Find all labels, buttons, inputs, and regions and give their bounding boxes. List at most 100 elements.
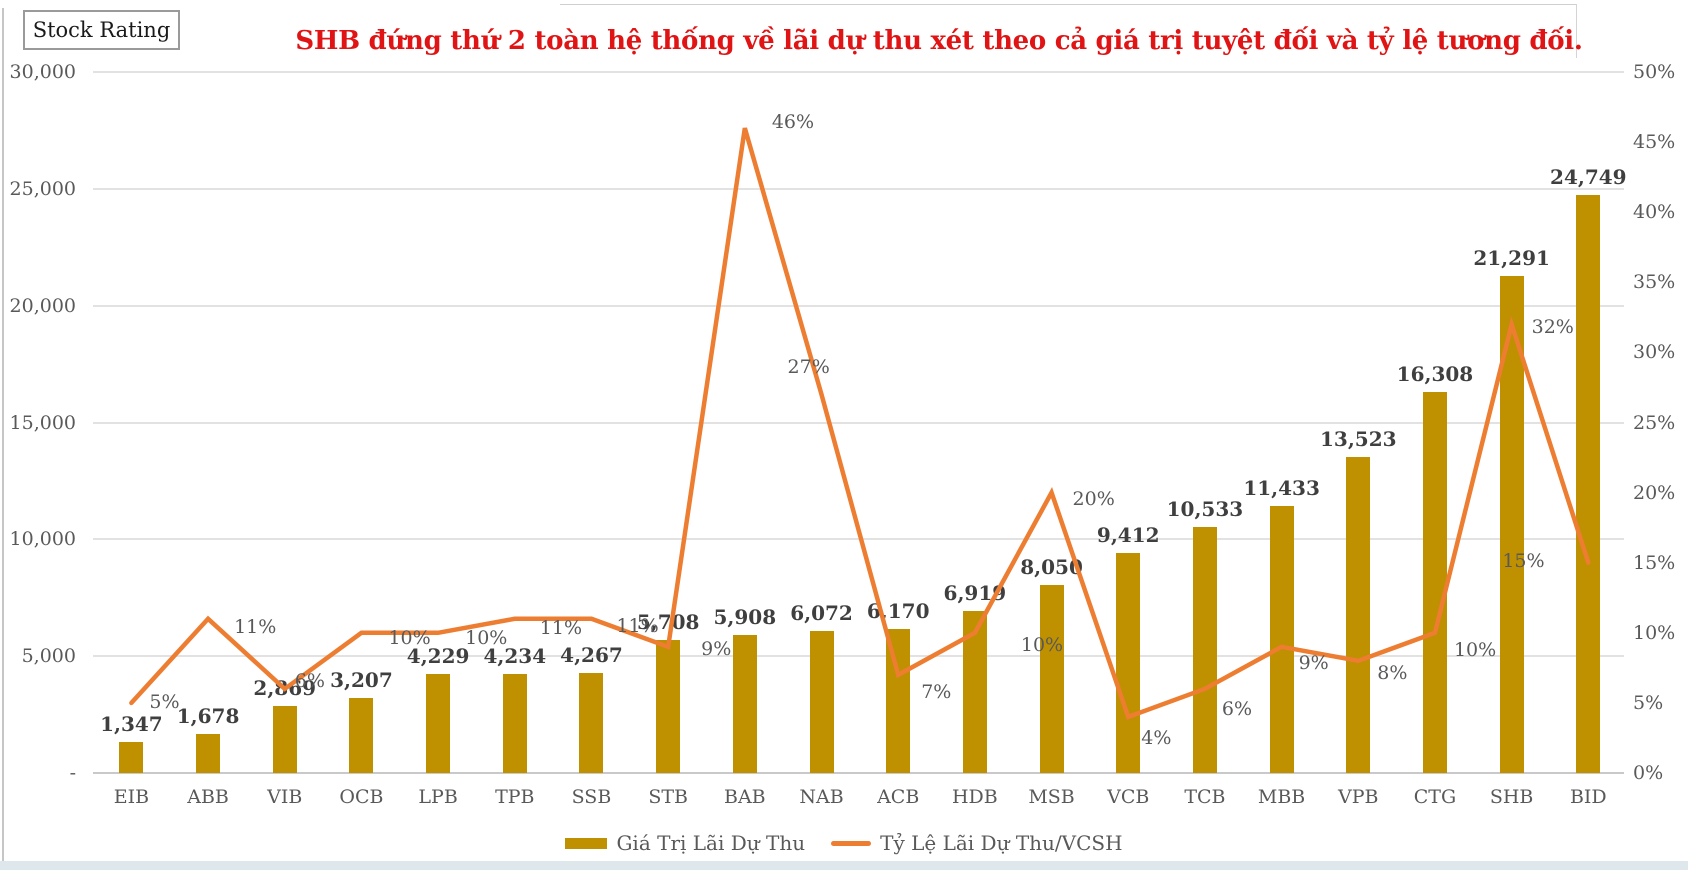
bar-BAB bbox=[732, 634, 757, 773]
bar-value-label: 11,433 bbox=[1243, 475, 1320, 500]
line-value-label: 11% bbox=[234, 615, 277, 638]
right-axis-tick: 40% bbox=[1633, 201, 1676, 224]
line-value-label: 27% bbox=[787, 356, 830, 379]
right-axis-tick: 5% bbox=[1633, 691, 1664, 714]
right-axis-tick: 45% bbox=[1633, 131, 1676, 154]
bar-value-label: 9,412 bbox=[1096, 523, 1160, 548]
bar-EIB bbox=[119, 741, 144, 773]
category-label-VPB: VPB bbox=[1338, 786, 1379, 808]
category-label-TPB: TPB bbox=[495, 786, 535, 808]
bar-VIB bbox=[272, 705, 297, 773]
bar-NAB bbox=[809, 631, 834, 773]
category-label-LPB: LPB bbox=[418, 786, 458, 808]
stock-rating-label: Stock Rating bbox=[32, 18, 171, 42]
gridline bbox=[93, 421, 1624, 424]
left-axis-tick: 5,000 bbox=[21, 645, 76, 668]
gridline bbox=[93, 538, 1624, 541]
category-label-OCB: OCB bbox=[339, 786, 384, 808]
right-axis-tick: 15% bbox=[1633, 551, 1676, 574]
line-value-label: 9% bbox=[1298, 651, 1329, 674]
category-label-CTG: CTG bbox=[1413, 786, 1457, 808]
bar-value-label: 1,678 bbox=[176, 703, 240, 728]
top-border-line bbox=[560, 4, 1576, 5]
bar-VPB bbox=[1346, 457, 1371, 773]
line-series-label: Tỷ Lệ Lãi Dự Thu/VCSH bbox=[880, 831, 1123, 855]
category-label-BAB: BAB bbox=[724, 786, 766, 808]
bar-ABB bbox=[196, 733, 221, 773]
line-value-label: 11% bbox=[539, 616, 583, 639]
category-label-ABB: ABB bbox=[187, 786, 229, 808]
bar-STB bbox=[656, 639, 681, 773]
bar-CTG bbox=[1422, 391, 1447, 773]
bar-value-label: 16,308 bbox=[1396, 361, 1474, 386]
bar-VCB bbox=[1116, 553, 1141, 773]
line-value-label: 20% bbox=[1072, 487, 1115, 510]
gridline bbox=[93, 71, 1624, 73]
left-axis-tick: 10,000 bbox=[9, 528, 76, 551]
line-value-label: 5% bbox=[149, 690, 180, 713]
category-label-VCB: VCB bbox=[1107, 786, 1150, 808]
line-value-label: 4% bbox=[1141, 726, 1172, 749]
gridline bbox=[93, 655, 1624, 658]
bar-value-label: 4,267 bbox=[560, 643, 623, 668]
category-label-HDB: HDB bbox=[951, 786, 998, 808]
bar-MBB bbox=[1269, 505, 1294, 773]
line-value-label: 6% bbox=[294, 669, 325, 692]
chart-legend: Giá Trị Lãi Dự Thu Tỷ Lệ Lãi Dự Thu/VCSH bbox=[0, 828, 1688, 858]
bar-value-label: 24,749 bbox=[1550, 164, 1627, 189]
category-label-ACB: ACB bbox=[877, 786, 920, 808]
bar-value-label: 1,347 bbox=[100, 711, 163, 736]
left-axis-tick: - bbox=[69, 762, 76, 784]
gridline bbox=[93, 772, 1624, 774]
category-label-SHB: SHB bbox=[1489, 786, 1534, 808]
bottom-strip bbox=[0, 861, 1688, 870]
category-label-BID: BID bbox=[1569, 786, 1607, 808]
right-axis-tick: 50% bbox=[1633, 61, 1676, 83]
bar-series-swatch bbox=[565, 837, 608, 849]
bar-series-label: Giá Trị Lãi Dự Thu bbox=[616, 831, 806, 855]
category-label-SSB: SSB bbox=[571, 786, 612, 808]
category-label-VIB: VIB bbox=[267, 786, 303, 808]
line-value-label: 10% bbox=[465, 626, 508, 649]
left-border-line bbox=[2, 8, 4, 862]
bar-LPB bbox=[426, 674, 451, 773]
frame-corner-line bbox=[1576, 4, 1577, 58]
category-label-TCB: TCB bbox=[1184, 786, 1226, 808]
bar-value-label: 4,234 bbox=[483, 644, 547, 669]
left-axis-tick: 30,000 bbox=[9, 61, 76, 83]
line-value-label: 10% bbox=[1020, 633, 1064, 656]
right-axis-tick: 35% bbox=[1633, 271, 1676, 294]
legend-item-bar-series: Giá Trị Lãi Dự Thu bbox=[565, 831, 805, 855]
bar-value-label: 5,708 bbox=[636, 609, 700, 634]
bar-OCB bbox=[349, 698, 374, 773]
bar-BID bbox=[1576, 194, 1601, 773]
chart-title: SHB đứng thứ 2 toàn hệ thống về lãi dự t… bbox=[295, 26, 1583, 56]
left-axis-tick: 20,000 bbox=[9, 294, 76, 317]
category-label-MBB: MBB bbox=[1257, 786, 1306, 808]
legend-item-line-series: Tỷ Lệ Lãi Dự Thu/VCSH bbox=[831, 831, 1123, 855]
line-value-label: 32% bbox=[1531, 316, 1574, 339]
right-axis-tick: 30% bbox=[1633, 341, 1676, 364]
bar-TPB bbox=[502, 674, 527, 773]
line-series bbox=[129, 127, 1591, 720]
line-value-label: 9% bbox=[701, 637, 732, 660]
line-value-label: 7% bbox=[921, 680, 952, 703]
gridline bbox=[93, 304, 1624, 307]
bar-value-label: 10,533 bbox=[1166, 496, 1244, 521]
stock-rating-badge: Stock Rating bbox=[23, 10, 180, 50]
bar-TCB bbox=[1192, 526, 1217, 773]
category-label-NAB: NAB bbox=[799, 786, 844, 808]
right-axis-tick: 20% bbox=[1633, 481, 1676, 504]
right-axis-tick: 0% bbox=[1633, 762, 1664, 784]
right-axis-tick: 25% bbox=[1633, 411, 1676, 434]
bar-value-label: 4,229 bbox=[406, 644, 470, 669]
line-value-label: 46% bbox=[771, 111, 815, 134]
bar-value-label: 21,291 bbox=[1473, 245, 1550, 270]
category-label-EIB: EIB bbox=[113, 786, 150, 808]
line-value-label: 6% bbox=[1221, 697, 1253, 720]
line-series-swatch bbox=[831, 840, 872, 846]
line-value-label: 10% bbox=[1453, 638, 1497, 661]
right-axis-tick: 10% bbox=[1633, 621, 1676, 644]
bar-value-label: 6,072 bbox=[790, 601, 853, 626]
